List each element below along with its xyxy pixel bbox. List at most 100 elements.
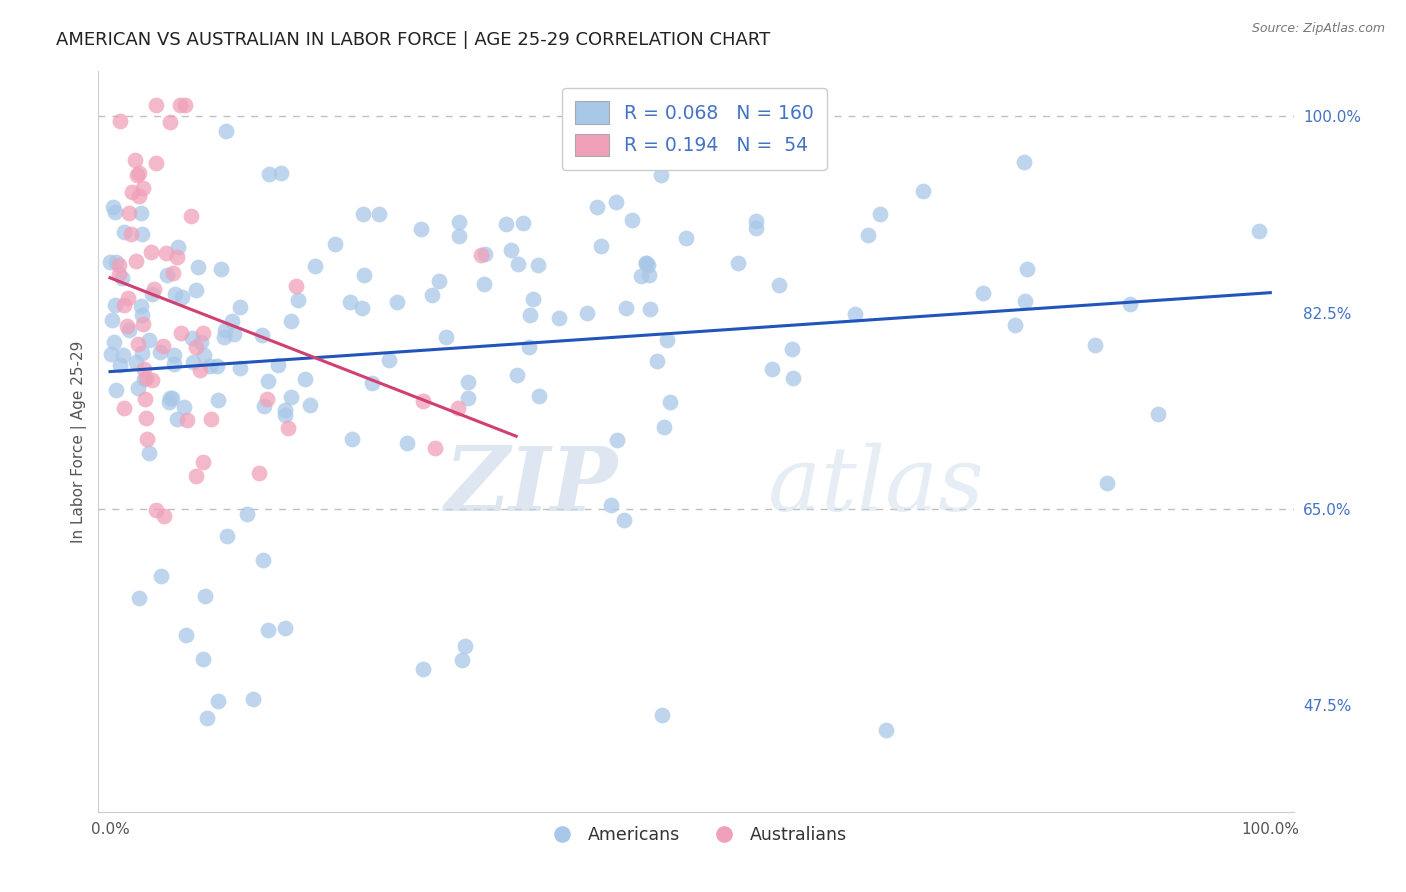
Y-axis label: In Labor Force | Age 25-29: In Labor Force | Age 25-29 bbox=[72, 341, 87, 542]
Point bbox=[499, 243, 522, 257]
Point bbox=[527, 389, 550, 403]
Point bbox=[1014, 293, 1036, 308]
Point bbox=[132, 362, 155, 376]
Point bbox=[780, 342, 803, 356]
Point bbox=[353, 268, 375, 282]
Point bbox=[128, 591, 150, 605]
Text: ZIP: ZIP bbox=[444, 442, 619, 529]
Point bbox=[107, 267, 129, 281]
Point bbox=[115, 319, 138, 334]
Point bbox=[200, 412, 222, 426]
Point bbox=[181, 331, 204, 345]
Point bbox=[131, 346, 153, 360]
Point bbox=[1247, 224, 1270, 238]
Point bbox=[451, 653, 474, 667]
Point bbox=[141, 373, 163, 387]
Point bbox=[191, 652, 214, 666]
Point bbox=[128, 165, 150, 179]
Point bbox=[548, 311, 571, 326]
Point bbox=[149, 344, 172, 359]
Point bbox=[396, 436, 419, 450]
Point bbox=[412, 662, 434, 676]
Point bbox=[652, 419, 675, 434]
Point bbox=[495, 218, 517, 232]
Point bbox=[117, 323, 139, 337]
Point bbox=[761, 361, 783, 376]
Point bbox=[159, 395, 181, 409]
Point bbox=[304, 259, 326, 273]
Point bbox=[650, 168, 672, 182]
Point bbox=[447, 228, 470, 243]
Point bbox=[105, 383, 128, 397]
Point bbox=[125, 168, 148, 182]
Point bbox=[875, 723, 897, 738]
Point bbox=[512, 216, 534, 230]
Point bbox=[186, 283, 208, 297]
Point bbox=[134, 392, 156, 406]
Point bbox=[655, 334, 678, 348]
Point bbox=[526, 258, 548, 272]
Point bbox=[112, 225, 135, 239]
Point bbox=[782, 370, 804, 384]
Point bbox=[135, 371, 157, 385]
Point bbox=[104, 298, 127, 312]
Point bbox=[253, 399, 276, 413]
Point bbox=[378, 353, 401, 368]
Point bbox=[287, 293, 309, 307]
Point bbox=[156, 268, 179, 282]
Point bbox=[517, 340, 540, 354]
Point bbox=[586, 200, 609, 214]
Point bbox=[600, 498, 623, 512]
Point bbox=[132, 181, 155, 195]
Point bbox=[387, 295, 409, 310]
Point bbox=[634, 255, 657, 269]
Point bbox=[108, 259, 131, 273]
Point bbox=[132, 318, 155, 332]
Point bbox=[166, 250, 188, 264]
Point bbox=[125, 254, 148, 268]
Point bbox=[1084, 338, 1107, 352]
Point bbox=[111, 271, 134, 285]
Point bbox=[125, 355, 148, 369]
Point bbox=[138, 333, 160, 347]
Point bbox=[360, 376, 382, 390]
Point bbox=[108, 114, 131, 128]
Point bbox=[645, 354, 668, 368]
Point bbox=[112, 298, 135, 312]
Point bbox=[575, 306, 598, 320]
Point bbox=[638, 302, 661, 317]
Point bbox=[145, 155, 167, 169]
Point bbox=[1147, 407, 1170, 421]
Point bbox=[651, 708, 673, 723]
Point bbox=[198, 359, 221, 374]
Point bbox=[163, 348, 186, 362]
Point bbox=[274, 403, 297, 417]
Point bbox=[449, 215, 471, 229]
Point bbox=[174, 98, 197, 112]
Legend: Americans, Australians: Americans, Australians bbox=[538, 819, 853, 851]
Point bbox=[277, 420, 299, 434]
Point bbox=[298, 398, 321, 412]
Point bbox=[162, 266, 184, 280]
Point bbox=[247, 466, 270, 480]
Point bbox=[420, 287, 443, 301]
Point bbox=[352, 207, 374, 221]
Point bbox=[412, 394, 434, 409]
Point bbox=[457, 391, 479, 405]
Point bbox=[339, 294, 361, 309]
Point bbox=[522, 292, 544, 306]
Point bbox=[159, 115, 181, 129]
Point bbox=[209, 262, 232, 277]
Point bbox=[637, 258, 659, 272]
Point bbox=[256, 392, 278, 406]
Point bbox=[224, 326, 246, 341]
Point bbox=[270, 166, 292, 180]
Point bbox=[869, 207, 891, 221]
Point bbox=[972, 286, 994, 301]
Point bbox=[470, 248, 492, 262]
Point bbox=[184, 340, 207, 354]
Point bbox=[101, 313, 124, 327]
Point bbox=[145, 502, 167, 516]
Point bbox=[605, 195, 627, 210]
Point bbox=[153, 508, 176, 523]
